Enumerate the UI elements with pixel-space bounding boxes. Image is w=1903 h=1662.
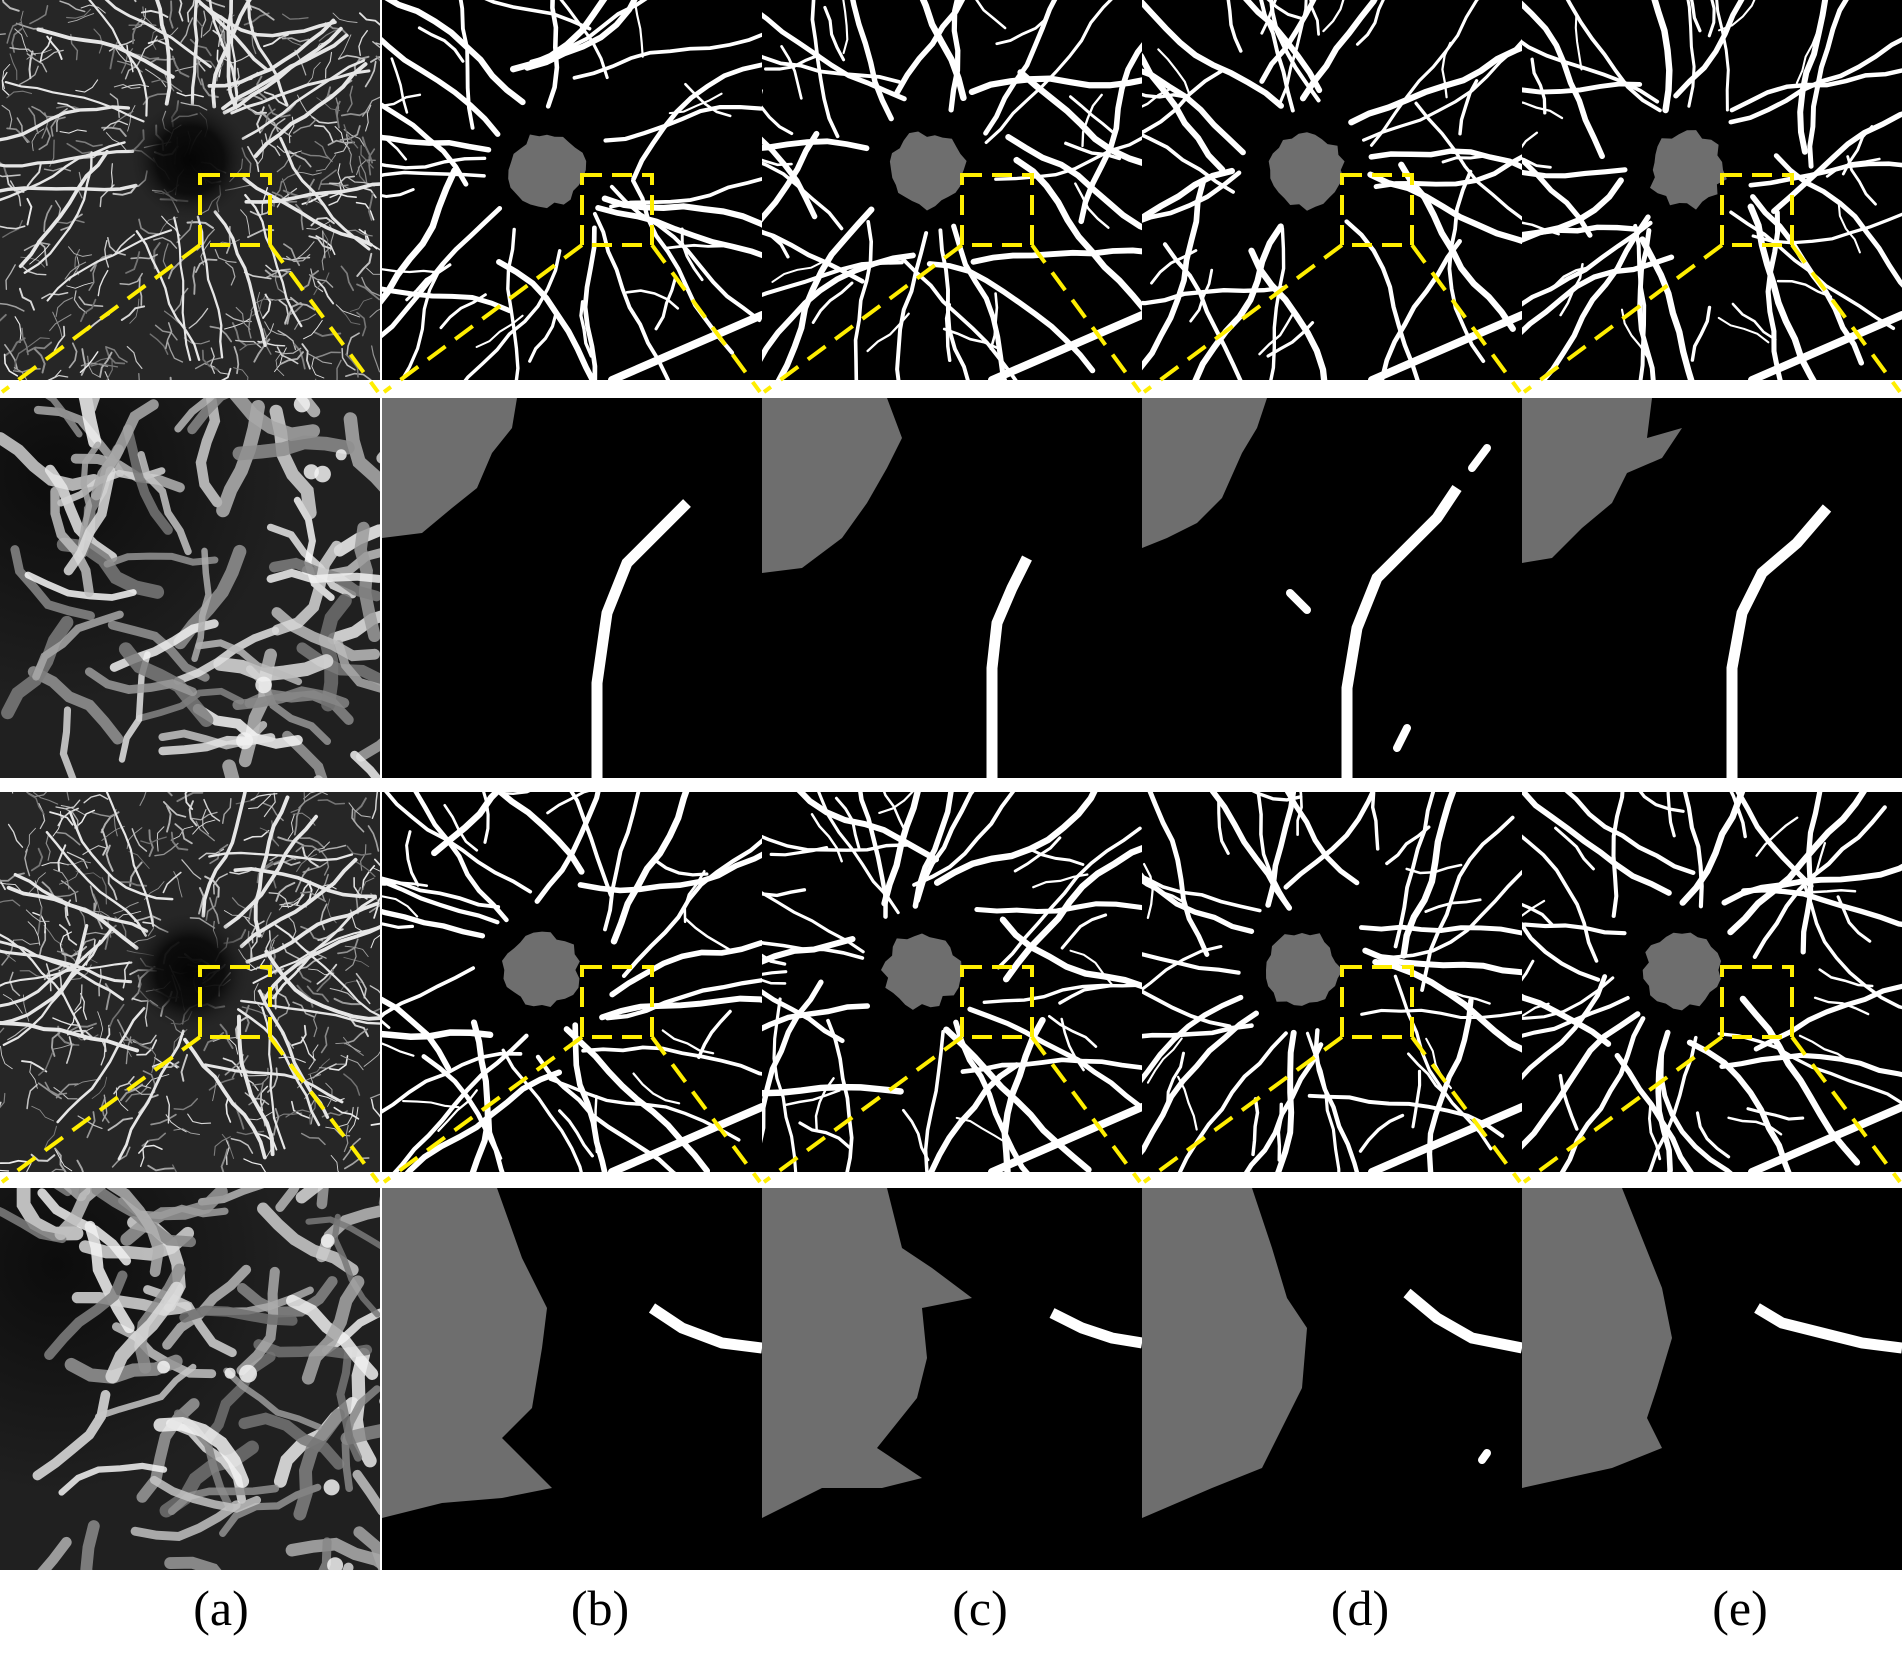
- caption-e: (e): [1712, 1580, 1768, 1636]
- faz-segmentation: [1642, 932, 1722, 1011]
- highlight-box: [1720, 173, 1794, 247]
- segmentation-map-case-1-zoom: [1522, 398, 1832, 778]
- highlight-box: [198, 965, 272, 1039]
- segmentation-map-case-2-zoom: [1522, 1188, 1902, 1488]
- segmentation-map-case-1-full: [1522, 0, 1902, 380]
- panel-case-2-zoom-e: [1522, 1188, 1902, 1570]
- zoomed-capillaries: [0, 398, 380, 778]
- vessel-zoom: [1341, 484, 1462, 778]
- faz-zoom: [382, 398, 517, 538]
- faz-dark-region: [128, 98, 252, 222]
- panel-case-1-zoom-a: [0, 398, 380, 778]
- segmentation-map-case-1-zoom: [1142, 398, 1491, 778]
- panel-case-1-zoom-d: [1142, 398, 1522, 778]
- vessel-zoom: [1754, 1303, 1902, 1354]
- segmentation-map-case-2-full: [382, 792, 762, 1172]
- faz-segmentation: [889, 131, 967, 211]
- panel-case-1-zoom-b: [382, 398, 762, 778]
- panel-case-1-zoom-c: [762, 398, 1142, 778]
- segmentation-map-case-1-zoom: [382, 398, 691, 778]
- faz-segmentation: [1266, 933, 1343, 1006]
- faz-segmentation: [502, 931, 580, 1007]
- faz-zoom: [762, 398, 902, 573]
- zoomed-capillaries: [0, 1188, 380, 1570]
- segmentation-map-case-2-zoom: [762, 1188, 1142, 1518]
- panel-case-1-full-d: [1142, 0, 1522, 380]
- segmentation-map-case-2-zoom: [382, 1188, 762, 1518]
- spurious-fragment: [1468, 444, 1491, 472]
- highlight-box: [1720, 965, 1794, 1039]
- caption-b: (b): [570, 1580, 630, 1636]
- highlight-box: [580, 965, 654, 1039]
- vessel-zoom: [591, 499, 691, 778]
- spurious-fragment: [1286, 589, 1311, 614]
- caption-d: (d): [1330, 1580, 1390, 1636]
- segmentation-map-case-2-zoom: [1142, 1188, 1522, 1518]
- octa-image-case-1-zoom: [0, 398, 380, 778]
- highlight-box: [960, 173, 1034, 247]
- faz-segmentation: [881, 933, 962, 1010]
- panel-case-1-full-e: [1522, 0, 1902, 380]
- highlight-box: [960, 965, 1034, 1039]
- panel-case-2-full-c: [762, 792, 1142, 1172]
- faz-dark-region: [128, 910, 252, 1034]
- panel-case-2-zoom-b: [382, 1188, 762, 1570]
- segmentation-map-case-2-full: [762, 792, 1142, 1172]
- segmentation-map-case-1-full: [762, 0, 1142, 380]
- panel-case-2-full-b: [382, 792, 762, 1172]
- panel-case-2-zoom-d: [1142, 1188, 1522, 1570]
- highlight-box: [1340, 965, 1414, 1039]
- segmentation-map-case-1-full: [382, 0, 762, 380]
- faz-segmentation: [1650, 130, 1727, 210]
- caption-c: (c): [952, 1580, 1008, 1636]
- caption-a: (a): [193, 1580, 249, 1636]
- panel-case-1-full-c: [762, 0, 1142, 380]
- spurious-fragment: [1393, 724, 1411, 752]
- segmentation-map-case-2-full: [1522, 792, 1902, 1172]
- octa-image-case-2-full: [0, 792, 380, 1172]
- panel-case-2-full-e: [1522, 792, 1902, 1172]
- panel-case-1-zoom-e: [1522, 398, 1902, 778]
- vessel-zoom: [648, 1303, 762, 1354]
- vessel-zoom: [986, 555, 1032, 778]
- highlight-box: [1340, 173, 1414, 247]
- vessel-zoom: [1049, 1308, 1142, 1349]
- faz-zoom: [382, 1188, 552, 1518]
- vessel-zoom: [1726, 504, 1832, 778]
- faz-segmentation: [1268, 132, 1345, 211]
- highlight-box: [198, 173, 272, 247]
- segmentation-map-case-1-zoom: [762, 398, 1032, 778]
- panel-case-2-zoom-a: [0, 1188, 380, 1570]
- panel-case-2-full-d: [1142, 792, 1522, 1172]
- faz-zoom: [1522, 1188, 1672, 1488]
- segmentation-map-case-2-full: [1142, 792, 1522, 1172]
- highlight-box: [580, 173, 654, 247]
- vessel-zoom: [1403, 1288, 1522, 1354]
- panel-case-1-full-a: [0, 0, 380, 380]
- faz-zoom: [1522, 398, 1682, 563]
- panel-case-1-full-b: [382, 0, 762, 380]
- panel-case-2-zoom-c: [762, 1188, 1142, 1570]
- faz-zoom: [1142, 398, 1267, 548]
- faz-segmentation: [508, 134, 587, 209]
- spurious-fragment: [1478, 1449, 1491, 1464]
- segmentation-map-case-1-full: [1142, 0, 1522, 380]
- faz-zoom: [762, 1188, 972, 1518]
- octa-image-case-2-zoom: [0, 1188, 380, 1570]
- faz-zoom: [1142, 1188, 1307, 1518]
- panel-case-2-full-a: [0, 792, 380, 1172]
- octa-image-case-1-full: [0, 0, 380, 380]
